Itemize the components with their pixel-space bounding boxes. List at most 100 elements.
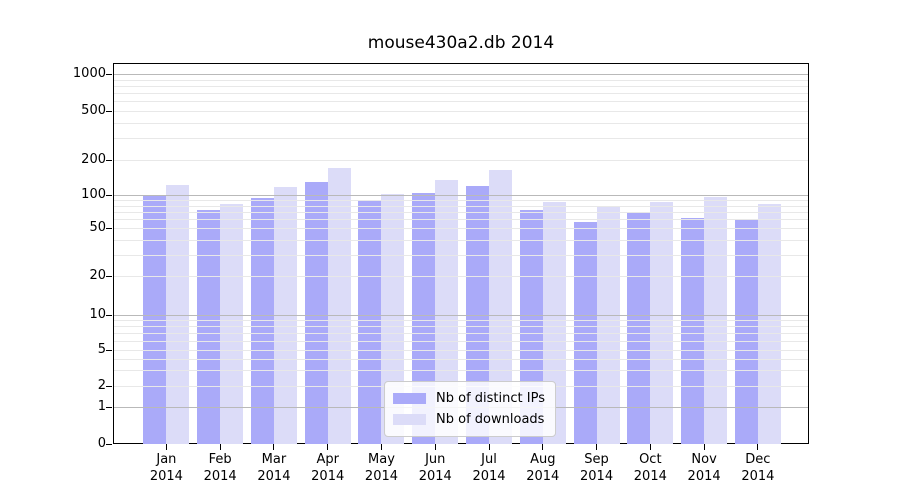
x-tick-label: Dec 2014: [728, 451, 788, 485]
x-tick-year: 2014: [741, 469, 775, 484]
legend-label-ips: Nb of distinct IPs: [436, 391, 545, 406]
x-tick-mark: [596, 444, 598, 450]
x-tick-month: Apr: [316, 452, 339, 467]
x-tick-mark: [757, 444, 759, 450]
y-tick-label: 1000: [72, 66, 106, 81]
y-tick-label: 10: [89, 307, 106, 322]
gridline-minor: [114, 93, 808, 95]
x-tick-month: Feb: [208, 452, 232, 467]
x-tick-month: Jan: [156, 452, 177, 467]
gridline-minor: [114, 111, 808, 112]
x-tick-mark: [273, 444, 275, 450]
x-tick-year: 2014: [149, 469, 183, 484]
x-tick-label: Feb 2014: [190, 451, 250, 485]
x-tick-mark: [165, 444, 167, 450]
gridline-minor: [114, 239, 808, 241]
legend-item-ips: Nb of distinct IPs: [393, 388, 545, 409]
x-tick-label: Nov 2014: [674, 451, 734, 485]
y-tick-label: 50: [89, 220, 106, 235]
x-tick-mark: [380, 444, 382, 450]
downloads-bar: [435, 179, 459, 444]
x-tick-month: Oct: [639, 452, 662, 467]
gridline-minor: [114, 340, 808, 342]
x-tick-mark: [488, 444, 490, 450]
x-tick-mark: [219, 444, 221, 450]
gridline-minor: [114, 219, 808, 221]
x-tick-label: Apr 2014: [298, 451, 358, 485]
gridline-minor: [114, 254, 808, 256]
ips-bar: [573, 221, 597, 444]
x-tick-mark: [542, 444, 544, 450]
legend-label-downloads: Nb of downloads: [436, 412, 545, 427]
gridline-major: [114, 315, 808, 316]
x-tick-year: 2014: [364, 469, 399, 484]
y-tick-label: 5: [97, 342, 106, 357]
x-tick-month: May: [368, 452, 395, 467]
gridline-minor: [114, 370, 808, 372]
x-tick-year: 2014: [203, 469, 237, 484]
x-tick-label: Sep 2014: [567, 451, 627, 485]
gridline-minor: [114, 160, 808, 161]
gridline-minor: [114, 211, 808, 213]
x-tick-month: Aug: [530, 452, 556, 467]
y-tick-label: 500: [81, 103, 106, 118]
x-tick-mark: [703, 444, 705, 450]
y-tick-label: 1: [97, 399, 106, 414]
x-tick-label: Oct 2014: [620, 451, 680, 485]
x-tick-month: Jun: [425, 452, 446, 467]
x-tick-year: 2014: [526, 469, 560, 484]
x-tick-mark: [327, 444, 329, 450]
y-tick-mark: [106, 349, 112, 351]
y-tick-label: 100: [81, 187, 106, 202]
x-tick-year: 2014: [257, 469, 291, 484]
ips-bar: [358, 200, 382, 444]
y-tick-label: 0: [97, 436, 106, 451]
y-tick-mark: [106, 159, 112, 161]
gridline-minor: [114, 320, 808, 322]
legend-item-downloads: Nb of downloads: [393, 409, 545, 430]
plot-area: Nb of distinct IPs Nb of downloads: [113, 63, 809, 444]
x-tick-label: Jan 2014: [136, 451, 196, 485]
downloads-bar: [220, 204, 244, 444]
downloads-bar: [489, 170, 513, 444]
x-tick-label: May 2014: [351, 451, 411, 485]
gridline-minor: [114, 200, 808, 202]
gridline-minor: [114, 79, 808, 81]
x-tick-year: 2014: [580, 469, 614, 484]
y-tick-mark: [106, 406, 112, 408]
ips-bar: [143, 196, 167, 444]
y-tick-label: 2: [97, 378, 106, 393]
downloads-bar: [596, 206, 620, 444]
ips-bar: [627, 213, 651, 444]
y-tick-mark: [106, 385, 112, 387]
x-tick-mark: [434, 444, 436, 450]
gridline-major: [114, 195, 808, 196]
y-tick-label: 20: [89, 268, 106, 283]
x-tick-label: Jul 2014: [459, 451, 519, 485]
x-tick-year: 2014: [311, 469, 345, 484]
gridline-minor: [114, 358, 808, 360]
gridline-minor: [114, 85, 808, 87]
gridline-major: [114, 74, 808, 75]
y-tick-mark: [106, 275, 112, 277]
x-tick-year: 2014: [418, 469, 452, 484]
ips-bar: [681, 217, 705, 444]
gridline-minor: [114, 101, 808, 103]
x-tick-label: Mar 2014: [244, 451, 304, 485]
y-tick-mark: [106, 73, 112, 75]
y-tick-mark: [106, 227, 112, 229]
legend: Nb of distinct IPs Nb of downloads: [384, 381, 556, 437]
ips-bar: [304, 181, 328, 444]
y-tick-label: 200: [81, 152, 106, 167]
y-tick-mark: [106, 314, 112, 316]
gridline-minor: [114, 228, 808, 229]
downloads-bar: [166, 184, 190, 444]
x-tick-month: Mar: [261, 452, 287, 467]
gridline-minor: [114, 122, 808, 124]
gridline-minor: [114, 333, 808, 334]
gridline-minor: [114, 350, 808, 351]
downloads-bar: [650, 202, 674, 444]
ips-bar: [466, 185, 490, 444]
legend-swatch-ips: [393, 393, 427, 404]
